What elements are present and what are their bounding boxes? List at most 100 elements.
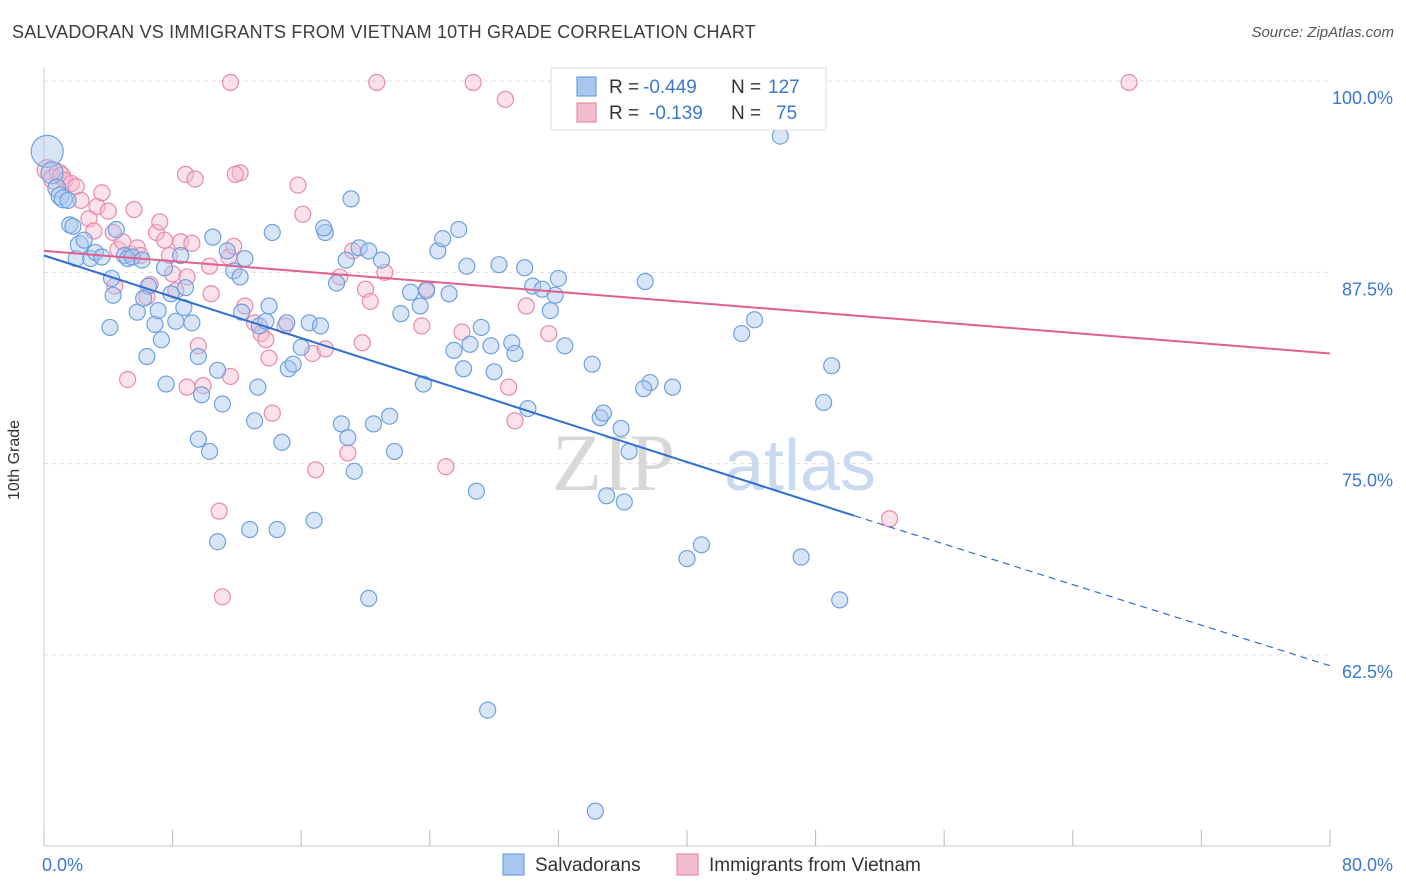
vietnam-point-12: [99, 202, 117, 220]
salvadoran-point-69: [339, 429, 357, 447]
stats-legend: R = -0.449 N = 127 R = -0.139 N = 75: [550, 67, 827, 131]
salvadoran-point-31: [155, 259, 174, 277]
vietnam-point-40: [210, 502, 228, 520]
y-tick-label-1: 87.5%: [1342, 279, 1393, 299]
salvadoran-point-22: [101, 318, 119, 337]
salvadoran-point-14: [102, 269, 121, 288]
vietnam-point-78: [496, 90, 514, 108]
salvadoran-point-130: [479, 701, 497, 719]
vietnam-point-31: [178, 268, 196, 286]
salvadoran-point-66: [327, 274, 346, 292]
salvadoran-point-24: [135, 289, 153, 307]
salvadoran-point-47: [236, 249, 254, 268]
salvadoran-point-121: [733, 324, 751, 343]
salvadoran-point-109: [583, 355, 601, 373]
vietnam-point-74: [880, 510, 899, 528]
salvadoran-point-3: [50, 186, 70, 206]
salvadoran-point-74: [364, 415, 383, 433]
salvadoran-point-70: [342, 190, 360, 208]
salvadoran-point-88: [445, 341, 463, 359]
vietnam-point-5: [62, 174, 80, 193]
vietnam-point-55: [289, 176, 307, 194]
vietnam-point-34: [178, 378, 196, 396]
tick-labels: 100.0% 87.5% 75.0% 62.5% 0.0% 80.0%: [42, 88, 1393, 875]
salvadoran-point-63: [311, 317, 330, 335]
salvadoran-point-110: [591, 409, 609, 427]
salvadoran-point-124: [634, 380, 653, 398]
salvadoran-point-80: [401, 283, 420, 301]
salvadoran-point-129: [771, 127, 789, 145]
salvadoran-point-35: [176, 279, 195, 297]
salvadoran-point-41: [204, 228, 222, 246]
salvadoran-point-117: [636, 272, 654, 291]
salvadoran-point-85: [434, 230, 452, 248]
salvadoran-point-46: [231, 268, 249, 286]
salvadoran-point-99: [516, 259, 534, 277]
vietnam-point-25: [151, 213, 169, 231]
salvadoran-point-98: [506, 344, 524, 363]
y-tick-label-3: 62.5%: [1342, 662, 1393, 682]
vietnam-point-36: [186, 170, 204, 188]
salvadoran-point-26: [146, 315, 164, 333]
salvadoran-point-67: [332, 415, 350, 433]
salvadoran-point-60: [300, 314, 318, 332]
salvadoran-point-13: [93, 248, 111, 266]
salvadoran-point-43: [213, 395, 232, 413]
salvadoran-point-120: [678, 549, 696, 568]
salvadoran-point-54: [263, 223, 281, 242]
legend-r-value-1: -0.449: [643, 77, 697, 98]
legend-swatch-blue: [576, 76, 597, 97]
salvadoran-point-37: [189, 347, 207, 366]
legend-n-value-1: 127: [768, 77, 800, 98]
vietnam-point-79: [1120, 73, 1138, 92]
vietnam-point-52: [260, 349, 278, 367]
salvadoran-point-125: [815, 393, 833, 412]
vietnam-point-57: [307, 461, 325, 479]
vietnam-point-26: [155, 231, 174, 249]
vietnam-point-71: [506, 412, 524, 430]
salvadoran-point-58: [284, 355, 302, 373]
vietnam-point-64: [361, 292, 379, 311]
salvadoran-point-79: [392, 305, 410, 323]
salvadoran-point-73: [360, 242, 378, 260]
vietnam-point-66: [413, 317, 431, 335]
salvadoran-point-36: [183, 314, 201, 332]
salvadoran-point-33: [172, 246, 190, 265]
vietnam-point-50: [257, 331, 275, 349]
salvadoran-point-126: [823, 357, 841, 375]
legend-r-label-2: R =: [609, 103, 639, 124]
salvadoran-point-42: [209, 361, 227, 379]
vietnam-point-60: [339, 444, 357, 462]
salvadoran-point-65: [315, 219, 333, 237]
salvadoran-point-16: [104, 286, 122, 304]
trend-lines: [43, 249, 1331, 667]
salvadoran-point-112: [598, 487, 616, 505]
salvadoran-point-61: [305, 511, 323, 529]
trend-line-salvadorans-extension: [853, 515, 1331, 667]
salvadoran-point-29: [157, 375, 175, 393]
legend-r-value-2: -0.139: [649, 103, 703, 124]
vietnam-point-54: [294, 205, 312, 223]
x-tick-label-0: 0.0%: [42, 855, 83, 875]
salvadoran-point-86: [440, 285, 458, 303]
vietnam-point-46: [226, 165, 244, 183]
salvadoran-point-92: [467, 482, 486, 500]
salvadoran-point-131: [586, 802, 604, 820]
salvadoran-point-87: [450, 220, 468, 239]
salvadoran-point-5: [59, 191, 77, 209]
salvadoran-point-103: [546, 286, 564, 304]
salvadoran-point-96: [490, 256, 508, 274]
salvadoran-point-25: [138, 347, 156, 366]
salvadoran-point-57: [278, 314, 296, 332]
salvadoran-point-82: [411, 297, 429, 315]
legend-n-label-2: N =: [731, 103, 761, 124]
salvadoran-point-104: [549, 269, 568, 288]
y-tick-label-2: 75.0%: [1342, 471, 1393, 491]
salvadoran-point-95: [485, 363, 503, 381]
y-tick-label-0: 100.0%: [1332, 88, 1393, 108]
salvadoran-point-76: [372, 251, 391, 269]
salvadoran-point-89: [454, 360, 473, 378]
x-tick-label-1: 80.0%: [1342, 855, 1393, 875]
salvadoran-point-75: [360, 589, 378, 607]
